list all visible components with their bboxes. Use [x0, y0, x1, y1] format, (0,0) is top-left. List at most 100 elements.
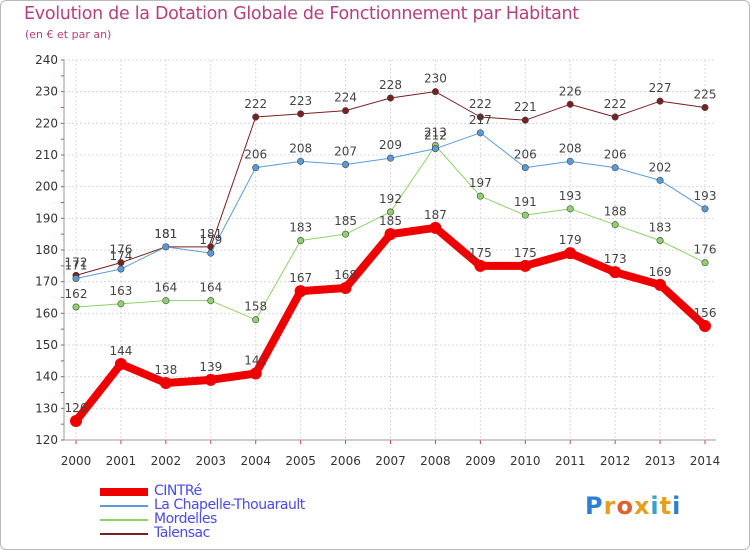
chart-subtitle: (en € et par an) — [25, 28, 112, 41]
data-label: 175 — [514, 246, 537, 260]
data-point — [656, 97, 664, 105]
data-point — [701, 205, 709, 213]
data-label: 222 — [244, 97, 267, 111]
data-point — [342, 107, 350, 115]
data-point — [699, 320, 711, 332]
data-point — [701, 104, 709, 112]
data-point — [566, 100, 574, 108]
y-tick-label: 150 — [35, 338, 58, 352]
x-tick-label: 2010 — [510, 454, 541, 468]
data-point — [521, 116, 529, 124]
data-point — [252, 164, 260, 172]
y-tick-label: 240 — [35, 53, 58, 67]
data-point — [72, 274, 80, 282]
x-tick-label: 2002 — [151, 454, 182, 468]
data-label: 172 — [65, 255, 88, 269]
data-label: 168 — [334, 268, 357, 282]
data-label: 227 — [649, 81, 672, 95]
x-tick-label: 2000 — [61, 454, 92, 468]
legend-swatch — [100, 519, 148, 521]
data-label: 181 — [154, 227, 177, 241]
data-label: 139 — [199, 360, 222, 374]
data-label: 193 — [559, 189, 582, 203]
data-label: 191 — [514, 195, 537, 209]
data-label: 225 — [694, 88, 717, 102]
data-label: 230 — [424, 72, 447, 86]
data-label: 223 — [289, 94, 312, 108]
y-tick-label: 230 — [35, 85, 58, 99]
x-tick-label: 2008 — [420, 454, 451, 468]
data-point — [297, 110, 305, 118]
data-label: 126 — [65, 401, 88, 415]
y-tick-label: 170 — [35, 275, 58, 289]
logo-letter: P — [585, 492, 604, 520]
x-tick-label: 2009 — [465, 454, 496, 468]
x-tick-label: 2006 — [330, 454, 361, 468]
chart-title: Evolution de la Dotation Globale de Fonc… — [24, 4, 579, 24]
data-label: 185 — [334, 214, 357, 228]
data-point — [159, 377, 172, 389]
data-label: 167 — [289, 271, 312, 285]
data-label: 188 — [604, 205, 627, 219]
logo-letter: r — [603, 492, 617, 520]
legend-label: CINTRé — [154, 483, 202, 499]
data-point — [252, 113, 260, 121]
y-tick-label: 140 — [35, 370, 58, 384]
data-label: 209 — [379, 138, 402, 152]
data-label: 207 — [334, 145, 357, 159]
data-label: 176 — [109, 243, 132, 257]
data-point — [566, 205, 574, 213]
data-label: 187 — [424, 208, 447, 222]
data-label: 175 — [469, 246, 492, 260]
data-label: 174 — [109, 249, 132, 263]
data-point — [656, 176, 664, 184]
y-tick-label: 160 — [35, 306, 58, 320]
x-tick-label: 2014 — [690, 454, 721, 468]
data-label: 162 — [65, 287, 88, 301]
data-point — [701, 259, 709, 267]
data-point — [339, 282, 352, 294]
data-point — [654, 278, 667, 291]
data-point — [611, 113, 619, 121]
data-point — [429, 221, 442, 234]
data-label: 141 — [244, 354, 267, 368]
y-tick-label: 180 — [35, 243, 58, 257]
data-point — [521, 164, 529, 172]
data-point — [386, 154, 394, 162]
data-label: 208 — [289, 141, 312, 155]
data-point — [476, 192, 484, 200]
data-point — [611, 221, 619, 229]
data-label: 171 — [65, 259, 88, 273]
data-point — [609, 266, 622, 279]
data-point — [117, 300, 125, 308]
y-tick-label: 220 — [35, 116, 58, 130]
data-label: 206 — [244, 148, 267, 162]
legend-swatch — [100, 505, 148, 507]
logo-letter: o — [616, 492, 634, 520]
data-point — [566, 157, 574, 165]
data-label: 206 — [604, 148, 627, 162]
proxiti-logo: Proxiti — [585, 492, 681, 520]
data-point — [117, 265, 125, 273]
legend-label: La Chapelle-Thouarault — [154, 497, 305, 513]
x-tick-label: 2007 — [375, 454, 406, 468]
data-label: 163 — [109, 284, 132, 298]
data-point — [476, 113, 484, 121]
y-tick-label: 200 — [35, 180, 58, 194]
x-tick-label: 2004 — [240, 454, 271, 468]
data-label: 179 — [559, 233, 582, 247]
data-point — [294, 285, 307, 298]
x-tick-label: 2005 — [285, 454, 316, 468]
data-label: 224 — [334, 91, 357, 105]
data-label: 221 — [514, 100, 537, 114]
data-label: 192 — [379, 192, 402, 206]
data-point — [431, 145, 439, 153]
data-label: 185 — [379, 214, 402, 228]
data-label: 206 — [514, 148, 537, 162]
logo-letter: i — [650, 492, 660, 520]
data-point — [249, 367, 262, 380]
x-tick-label: 2011 — [555, 454, 586, 468]
data-label: 173 — [604, 252, 627, 266]
legend-swatch — [100, 488, 148, 496]
